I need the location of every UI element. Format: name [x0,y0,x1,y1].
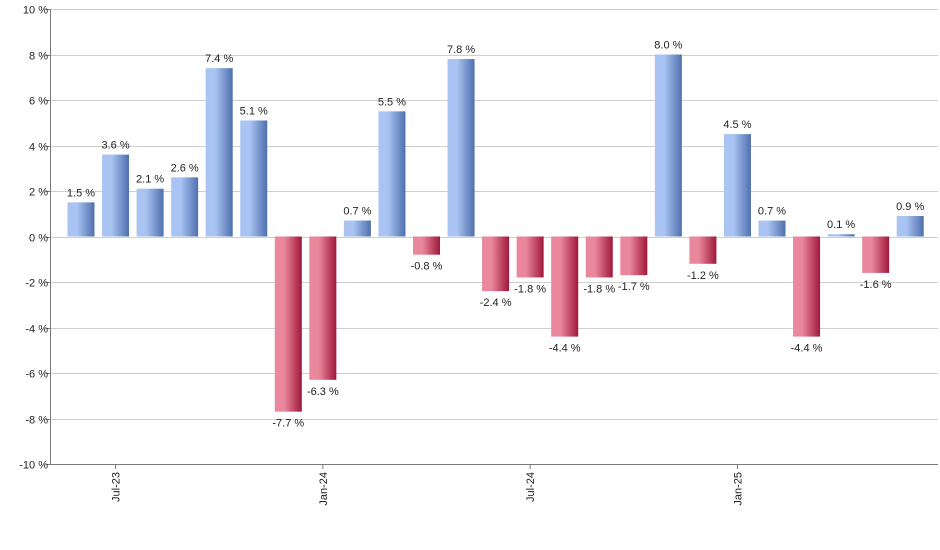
data-label: -2.4 % [480,297,512,309]
x-axis-ticks: Jul-23 Jan-24 Jul-24 Jan-25 [111,464,744,506]
bar [758,220,786,237]
bar [689,236,717,264]
data-label: -7.7 % [272,418,304,430]
bar [171,177,199,237]
data-label: 3.6 % [101,140,129,152]
bar [67,202,95,237]
data-label: -1.7 % [618,281,650,293]
data-labels: 1.5 % 3.6 % 2.1 % 2.6 % 7.4 % 5.1 % -7.7 % -6.3… [67,40,925,430]
y-tick-label: 6 % [29,96,48,108]
data-label: 7.4 % [205,53,233,65]
data-label: 5.5 % [378,96,406,108]
data-label: -0.8 % [411,261,443,273]
bar [793,236,821,337]
bar [896,216,924,237]
data-label: -1.8 % [583,283,615,295]
y-tick-label: -10 % [19,460,48,472]
data-label: -4.4 % [549,343,581,355]
bar [862,236,890,273]
y-tick-label: -8 % [25,415,48,427]
bar [274,236,302,412]
bar [516,236,544,278]
data-label: -6.3 % [307,386,339,398]
data-label: 1.5 % [67,187,95,199]
x-tick-label: Jan-24 [318,472,330,506]
data-label: 5.1 % [240,105,268,117]
x-tick-label: Jul-24 [525,472,537,502]
bar [551,236,579,337]
data-label: -1.6 % [860,279,892,291]
data-label: 0.7 % [343,206,371,218]
bar [447,59,475,237]
bar [620,236,648,276]
bar [205,68,233,237]
bar [136,188,164,237]
data-label: 2.6 % [171,162,199,174]
y-axis-ticks: -10 % -8 % -6 % -4 % -2 % 0 % 2 % 4 % 6 % 8 % 10 % [19,5,50,472]
bar [723,134,751,237]
x-tick-label: Jul-23 [111,472,123,502]
data-label: 7.8 % [447,44,475,56]
y-tick-label: -2 % [25,278,48,290]
bars [67,54,924,412]
bar [378,111,406,237]
data-label: 0.9 % [896,201,924,213]
bar [343,220,371,237]
x-tick-label: Jan-25 [732,472,744,506]
axes [50,9,938,465]
data-label: 4.5 % [723,119,751,131]
data-label: 0.7 % [758,206,786,218]
y-tick-label: 4 % [29,142,48,154]
bar [413,236,440,255]
data-label: 8.0 % [654,40,682,52]
y-tick-label: 0 % [29,233,48,245]
data-label: -1.2 % [687,270,719,282]
bar [654,54,682,237]
data-label: -4.4 % [791,343,823,355]
bar [309,236,337,380]
bar [240,120,268,237]
y-tick-label: -6 % [25,369,48,381]
bar [482,236,510,292]
bar [827,234,855,237]
y-tick-label: 8 % [29,51,48,63]
bar [102,154,130,237]
data-label: 2.1 % [136,174,164,186]
y-tick-label: 10 % [23,5,48,17]
data-label: 0.1 % [827,219,855,231]
y-tick-label: -4 % [25,324,48,336]
y-tick-label: 2 % [29,187,48,199]
data-label: -1.8 % [514,283,546,295]
bar [585,236,613,278]
